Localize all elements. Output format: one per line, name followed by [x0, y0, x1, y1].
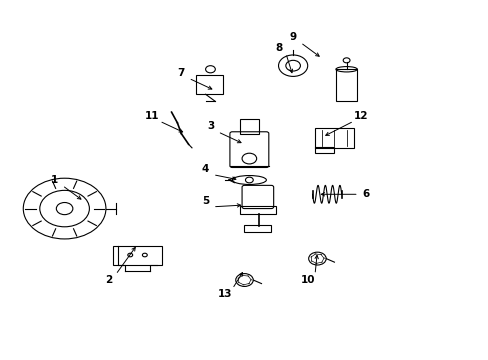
Bar	[335, 69, 357, 102]
Text: 7: 7	[177, 68, 184, 78]
Bar	[196, 75, 222, 94]
Text: 5: 5	[202, 197, 209, 206]
Bar	[314, 128, 353, 148]
Text: 2: 2	[104, 275, 112, 285]
Bar	[113, 246, 162, 265]
Bar	[314, 147, 334, 153]
Text: 12: 12	[353, 111, 367, 121]
Text: 3: 3	[206, 121, 214, 131]
Bar	[239, 206, 276, 214]
Text: 11: 11	[144, 111, 159, 121]
Text: 10: 10	[300, 275, 314, 285]
Text: 13: 13	[217, 289, 232, 299]
Bar	[239, 119, 259, 134]
Text: 9: 9	[289, 32, 296, 42]
Text: 4: 4	[202, 164, 209, 174]
Text: 1: 1	[51, 175, 59, 185]
Text: 6: 6	[362, 189, 369, 199]
Bar	[244, 225, 271, 232]
Text: 8: 8	[274, 43, 282, 53]
